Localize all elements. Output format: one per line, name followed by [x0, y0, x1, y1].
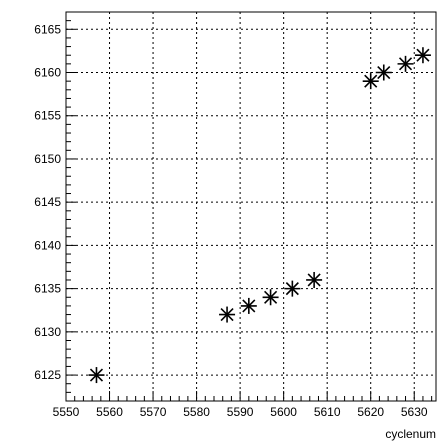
- data-point: [414, 47, 431, 64]
- y-tick-label: 6140: [34, 238, 61, 252]
- data-point: [284, 280, 301, 297]
- data-point: [88, 367, 105, 384]
- data-point: [362, 73, 379, 90]
- data-point: [240, 297, 257, 314]
- y-tick-label: 6165: [34, 22, 61, 36]
- x-tick-label: 5560: [96, 405, 123, 419]
- y-tick-label: 6125: [34, 368, 61, 382]
- plot-frame: [65, 11, 437, 402]
- data-point: [397, 55, 414, 72]
- data-points: [88, 47, 431, 384]
- y-tick-label: 6160: [34, 66, 61, 80]
- x-tick-label: 5590: [227, 405, 254, 419]
- y-tick-label: 6135: [34, 282, 61, 296]
- y-tick-label: 6155: [34, 109, 61, 123]
- data-point: [375, 64, 392, 81]
- axis-ticks: [65, 11, 433, 402]
- y-tick-label: 6150: [34, 152, 61, 166]
- x-tick-label: 5610: [314, 405, 341, 419]
- data-point: [262, 289, 279, 306]
- x-tick-label: 5580: [183, 405, 210, 419]
- x-tick-label: 5570: [140, 405, 167, 419]
- grid: [66, 12, 436, 401]
- tick-labels: 5550 5560 5570 5580 5590 5600 5610 5620 5630 6125…: [34, 22, 428, 419]
- data-point: [306, 271, 323, 288]
- x-tick-label: 5630: [401, 405, 428, 419]
- y-tick-label: 6145: [34, 195, 61, 209]
- x-tick-label: 5550: [53, 405, 80, 419]
- x-tick-label: 5600: [270, 405, 297, 419]
- y-tick-label: 6130: [34, 325, 61, 339]
- x-tick-label: 5620: [357, 405, 384, 419]
- x-axis-label: cyclenum: [385, 427, 436, 441]
- data-point: [219, 306, 236, 323]
